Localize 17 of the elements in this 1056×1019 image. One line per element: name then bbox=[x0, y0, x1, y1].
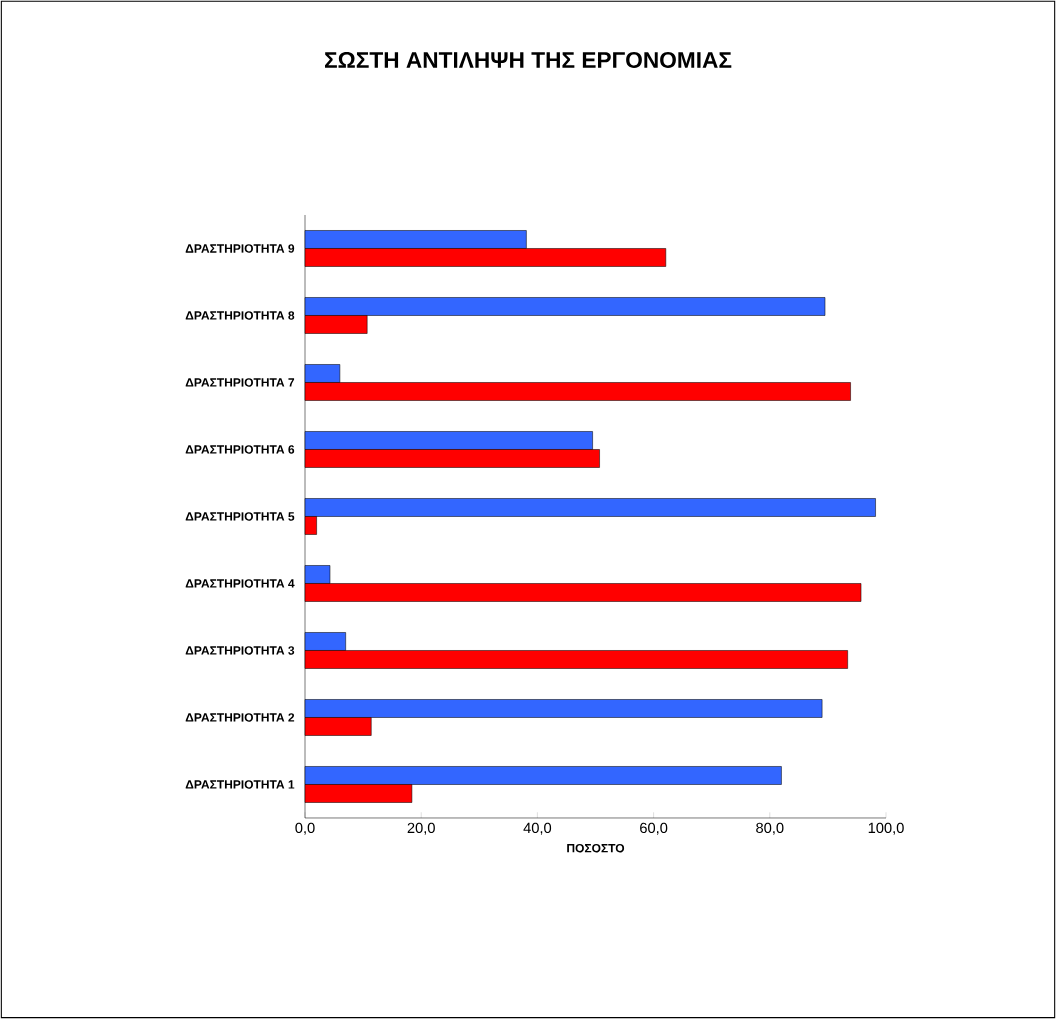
x-tick-label: 0,0 bbox=[295, 822, 315, 835]
y-tick-label: ΔΡΑΣΤΗΡΙΟΤΗΤΑ 6 bbox=[185, 445, 295, 454]
y-tick-label: ΔΡΑΣΤΗΡΙΟΤΗΤΑ 8 bbox=[185, 311, 295, 320]
x-tick-label: 100,0 bbox=[868, 822, 904, 835]
x-tick-label: 20,0 bbox=[407, 822, 435, 835]
y-tick-label: ΔΡΑΣΤΗΡΙΟΤΗΤΑ 9 bbox=[185, 244, 295, 253]
x-tick-label: 80,0 bbox=[756, 822, 784, 835]
y-tick-label: ΔΡΑΣΤΗΡΙΟΤΗΤΑ 2 bbox=[185, 713, 295, 722]
y-tick-label: ΔΡΑΣΤΗΡΙΟΤΗΤΑ 1 bbox=[185, 780, 295, 789]
x-tick-label: 60,0 bbox=[640, 822, 668, 835]
y-tick-label: ΔΡΑΣΤΗΡΙΟΤΗΤΑ 3 bbox=[185, 646, 295, 655]
x-axis-title: ΠΟΣΟΣΤΟ bbox=[567, 843, 625, 853]
y-tick-label: ΔΡΑΣΤΗΡΙΟΤΗΤΑ 4 bbox=[185, 579, 295, 588]
y-tick-label: ΔΡΑΣΤΗΡΙΟΤΗΤΑ 5 bbox=[185, 512, 295, 521]
x-tick-label: 40,0 bbox=[523, 822, 552, 835]
chart-title: ΣΩΣΤΗ ΑΝΤΙΛΗΨΗ ΤΗΣ ΕΡΓΟΝΟΜΙΑΣ bbox=[325, 51, 732, 69]
y-tick-label: ΔΡΑΣΤΗΡΙΟΤΗΤΑ 7 bbox=[185, 378, 295, 387]
